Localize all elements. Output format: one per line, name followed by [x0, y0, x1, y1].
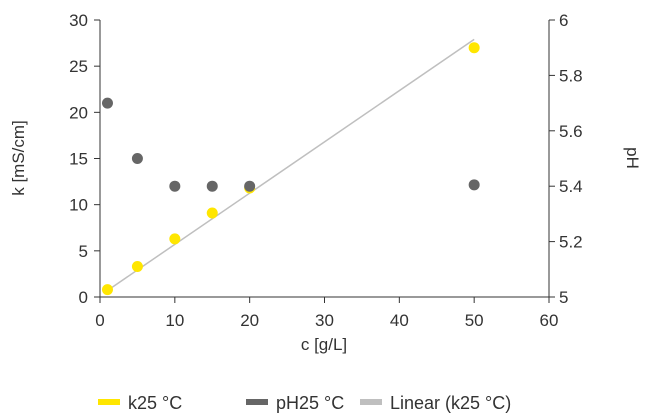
ph-point	[169, 180, 181, 192]
x-tick-label: 20	[240, 311, 259, 330]
x-tick-label: 30	[315, 311, 334, 330]
k-point	[169, 233, 181, 245]
y-tick-label: 30	[69, 11, 88, 30]
y2-tick-label: 5.4	[559, 177, 583, 196]
legend: k25 °C pH25 °C Linear (k25 °C)	[98, 393, 511, 413]
legend-label-k25: k25 °C	[128, 393, 182, 413]
x-tick-label: 10	[165, 311, 184, 330]
legend-swatch-ph25	[246, 399, 268, 405]
ph-point	[131, 153, 143, 164]
y-axis-left-ticks: 0 5 10 15 20 25 30	[69, 11, 100, 307]
ph-point	[244, 180, 256, 192]
k-point	[468, 42, 480, 54]
ph-point	[468, 179, 480, 191]
x-tick-label: 60	[540, 311, 559, 330]
y2-tick-label: 5.6	[559, 122, 583, 141]
y2-tick-label: 5.8	[559, 66, 583, 85]
ph-point	[206, 180, 218, 192]
k-point	[131, 261, 143, 273]
y-tick-label: 15	[69, 150, 88, 169]
y-tick-label: 20	[69, 103, 88, 122]
y-tick-label: 25	[69, 57, 88, 76]
y-axis-right-ticks: 5 5.2 5.4 5.6 5.8 6	[549, 11, 583, 307]
legend-swatch-k25	[98, 399, 120, 405]
legend-swatch-linear	[360, 399, 382, 405]
ph-point	[101, 97, 113, 109]
k-point	[101, 284, 113, 296]
legend-label-linear: Linear (k25 °C)	[390, 393, 511, 413]
plot-area	[99, 20, 550, 298]
x-tick-label: 40	[390, 311, 409, 330]
trendline-layer	[107, 38, 475, 292]
y2-tick-label: 6	[559, 11, 568, 30]
y2-tick-label: 5.2	[559, 233, 583, 252]
y-tick-label: 5	[79, 242, 88, 261]
y-axis-left-title: k [mS/cm]	[9, 120, 28, 196]
y2-tick-label: 5	[559, 288, 568, 307]
legend-label-ph25: pH25 °C	[276, 393, 344, 413]
y-tick-label: 0	[79, 288, 88, 307]
x-axis-title: c [g/L]	[301, 335, 347, 354]
x-tick-label: 50	[465, 311, 484, 330]
y-tick-label: 10	[69, 196, 88, 215]
points-layer	[101, 42, 480, 296]
trendline	[107, 38, 475, 292]
x-tick-label: 0	[95, 311, 104, 330]
k-point	[206, 207, 218, 219]
x-axis-ticks: 0 10 20 30 40 50 60	[95, 297, 558, 330]
y-axis-right-title: pH	[623, 147, 642, 169]
